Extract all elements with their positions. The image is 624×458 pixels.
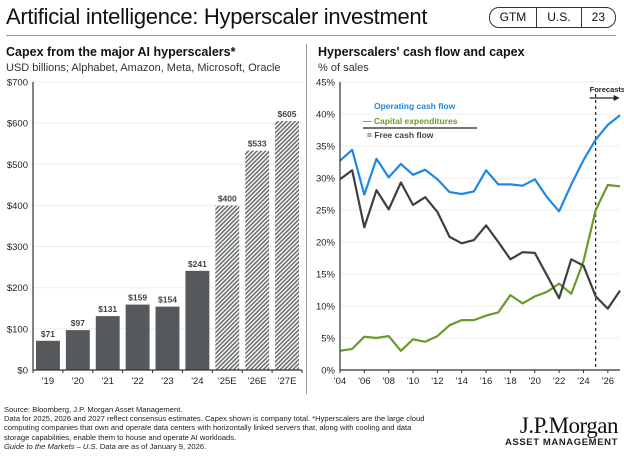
series-line-capital-expenditures: [339, 183, 621, 352]
x-tick-label: '06: [358, 376, 370, 387]
cashflow-line-chart: 0% 5% 10% 15% 20% 25% 30% 35% 40% 45% '04 '06 '08 '10…: [316, 78, 624, 388]
logo-wordmark: J.P.Morgan: [519, 413, 619, 438]
y-tick-label: 45%: [316, 78, 336, 89]
series-line-free-cash-flow: [339, 169, 621, 310]
x-tick-label: '10: [407, 376, 419, 387]
bar: [125, 304, 150, 370]
y-tick-label: $400: [7, 201, 28, 212]
forecast-label: Forecasts: [590, 85, 624, 94]
bar: [65, 330, 90, 370]
x-tick-label: '08: [383, 376, 395, 387]
bar-chart-subtitle: USD billions; Alphabet, Amazon, Meta, Mi…: [6, 62, 281, 74]
line-chart-title: Hyperscalers' cash flow and capex: [318, 45, 525, 59]
y-tick-label: $100: [7, 324, 28, 335]
bar: [215, 205, 240, 370]
y-tick-label: 15%: [316, 270, 336, 281]
logo-subtitle: ASSET MANAGEMENT: [504, 437, 618, 448]
guide-note: Guide to the Markets – U.S. Data are as …: [4, 442, 436, 451]
y-tick-label: $700: [7, 78, 28, 89]
badge-page-number: 23: [580, 8, 615, 27]
source-note: Source: Bloomberg, J.P. Morgan Asset Man…: [4, 405, 183, 414]
bar: [185, 270, 210, 370]
badge-gtm: GTM: [499, 10, 527, 24]
x-tick-label: '21: [102, 376, 114, 387]
x-tick-label: '23: [161, 376, 173, 387]
x-tick-label: '14: [456, 376, 468, 387]
x-tick-label: '26E: [248, 376, 267, 387]
capex-bar-chart: $0 $100 $200 $300 $400 $500 $600 $700 $71 '19 $97 '…: [7, 78, 303, 387]
bar-data-label: $605: [278, 109, 297, 119]
bar-data-label: $400: [218, 193, 237, 203]
y-tick-label: 30%: [316, 174, 336, 185]
forecast-arrow-head: [613, 95, 620, 101]
badge-region: U.S.: [536, 8, 580, 27]
data-note: Data for 2025, 2026 and 2027 reflect con…: [4, 414, 425, 442]
x-tick-label: '27E: [278, 376, 297, 387]
y-tick-label: 40%: [316, 110, 336, 121]
y-tick-label: $300: [7, 242, 28, 253]
guide-date: Data are as of January 9, 2026.: [97, 441, 207, 451]
x-tick-label: '26: [602, 376, 614, 387]
bar: [275, 121, 300, 370]
bar-data-label: $159: [128, 293, 147, 303]
y-tick-label: $0: [17, 366, 28, 377]
header-divider: [6, 35, 616, 36]
bar: [245, 150, 270, 370]
page-title: Artificial intelligence: Hyperscaler inv…: [6, 4, 428, 29]
y-tick-label: 35%: [316, 142, 336, 153]
x-tick-label: '20: [529, 376, 541, 387]
line-chart-subtitle: % of sales: [318, 62, 369, 74]
bar-data-label: $241: [188, 259, 207, 269]
bar-data-label: $131: [98, 304, 117, 314]
x-tick-label: '25E: [218, 376, 237, 387]
guide-title: Guide to the Markets – U.S.: [4, 441, 98, 451]
x-tick-label: '18: [504, 376, 516, 387]
bar-chart-title: Capex from the major AI hyperscalers*: [6, 45, 236, 59]
x-tick-label: '04: [334, 376, 346, 387]
y-tick-label: 5%: [321, 334, 335, 345]
bar-data-label: $97: [71, 318, 85, 328]
page-badge: GTM U.S. 23: [488, 7, 616, 28]
bar-data-label: $533: [248, 139, 267, 149]
x-tick-label: '22: [131, 376, 143, 387]
x-tick-label: '20: [72, 376, 84, 387]
legend-operating-cash-flow: Operating cash flow: [374, 101, 456, 111]
x-tick-label: '22: [553, 376, 565, 387]
x-tick-label: '24: [191, 376, 203, 387]
x-tick-label: '16: [480, 376, 492, 387]
y-tick-label: 20%: [316, 238, 336, 249]
series-line-operating-cash-flow: [339, 114, 621, 213]
y-tick-label: 0%: [321, 366, 335, 377]
x-tick-label: '19: [42, 376, 54, 387]
legend-free-cash-flow: = Free cash flow: [367, 130, 434, 140]
y-tick-label: 10%: [316, 302, 336, 313]
bar-data-label: $154: [158, 295, 177, 305]
y-tick-label: 25%: [316, 206, 336, 217]
y-tick-label: $200: [7, 283, 28, 294]
legend-capital-expenditures: — Capital expenditures: [363, 116, 458, 126]
bar-data-label: $71: [41, 329, 55, 339]
bar: [35, 340, 60, 370]
panel-divider: [306, 44, 307, 394]
jpmorgan-logo: J.P.Morgan ASSET MANAGEMENT: [504, 413, 619, 448]
footnotes: Source: Bloomberg, J.P. Morgan Asset Man…: [4, 405, 436, 451]
bar: [95, 316, 120, 370]
bar: [155, 306, 180, 370]
y-tick-label: $600: [7, 119, 28, 130]
y-tick-label: $500: [7, 160, 28, 171]
x-tick-label: '24: [577, 376, 589, 387]
x-tick-label: '12: [431, 376, 443, 387]
